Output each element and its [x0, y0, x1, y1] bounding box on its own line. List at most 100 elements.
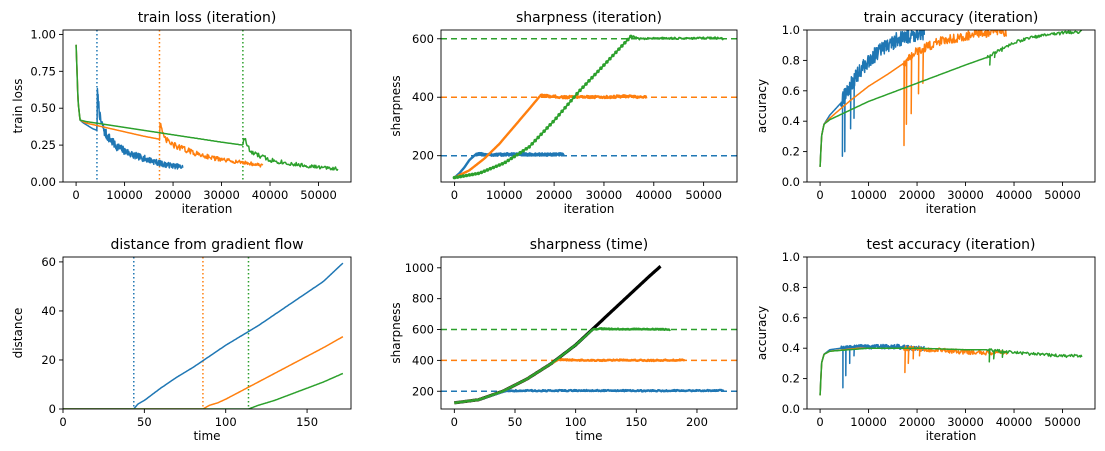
y-tick-label: 0: [49, 402, 56, 416]
series-point-green: [464, 173, 469, 178]
x-axis-label: time: [193, 429, 220, 443]
chart-sharpness_iter: 0 10000 20000 30000 40000 50000 200 400 600 sharp…: [389, 10, 738, 216]
series-point-green: [629, 34, 633, 39]
y-tick-label: 0.50: [30, 101, 56, 115]
series-point-green: [590, 75, 594, 80]
y-tick-label: 0.0: [782, 175, 800, 189]
axes-frame: [806, 29, 1096, 183]
axes-frame: [440, 256, 738, 410]
series-point-green: [503, 160, 508, 165]
y-tick-label: 600: [412, 32, 434, 46]
series-point-green: [617, 47, 621, 51]
series-point-green: [530, 141, 534, 146]
chart-title: sharpness (iteration): [516, 10, 662, 26]
series-point-green: [461, 174, 466, 178]
y-tick-label: 0.2: [782, 145, 800, 159]
series-line-blue: [453, 151, 565, 179]
series-line-green: [819, 30, 1082, 167]
series-point-green: [578, 88, 582, 93]
series-point-green: [491, 165, 496, 170]
y-tick-label: 1.0: [782, 250, 800, 264]
series-line-blue: [75, 44, 184, 170]
series-point-green: [587, 79, 591, 83]
x-tick-label: 50000: [685, 188, 722, 202]
series-point-green: [557, 112, 561, 117]
plot-area: [75, 30, 339, 182]
series-point-green: [473, 172, 478, 176]
series-point-green: [470, 172, 475, 177]
chart-title: sharpness (time): [530, 237, 648, 253]
chart-test_acc: 0 10000 20000 30000 40000 50000 0.0 0.2 0.4 0.6 0.…: [755, 237, 1096, 443]
x-tick-label: 150: [296, 415, 318, 429]
series-point-green: [605, 60, 609, 64]
x-tick-label: 100: [565, 415, 587, 429]
series-line-orange: [75, 44, 264, 168]
x-tick-label: 0: [451, 188, 458, 202]
y-axis-label: train loss: [11, 79, 25, 134]
x-tick-label: 30000: [203, 188, 240, 202]
series-point-green: [593, 72, 597, 77]
y-tick-label: 800: [412, 292, 434, 306]
x-tick-label: 20000: [536, 188, 573, 202]
y-tick-label: 0.00: [30, 175, 56, 189]
y-tick-label: 200: [412, 149, 434, 163]
x-tick-label: 200: [686, 415, 708, 429]
y-tick-label: 0.4: [782, 341, 800, 355]
series-line-blue: [63, 262, 344, 409]
x-tick-label: 0: [59, 415, 66, 429]
series-line-green: [453, 327, 671, 404]
plot-area: [819, 30, 1082, 167]
series-line-blue: [819, 30, 926, 167]
y-tick-label: 0.6: [782, 311, 800, 325]
y-axis-label: accuracy: [755, 79, 769, 133]
y-axis-label: distance: [11, 308, 25, 359]
plot-area: [63, 257, 344, 409]
x-tick-label: 20000: [155, 188, 192, 202]
series-point-green: [620, 44, 624, 48]
x-tick-label: 100: [215, 415, 237, 429]
series-line-green: [63, 372, 344, 409]
series-line-green: [819, 347, 1083, 396]
series-point-green: [551, 119, 555, 124]
plot-area: [441, 34, 737, 180]
series-point-green: [584, 82, 588, 86]
x-tick-label: 150: [625, 415, 647, 429]
chart-title: train loss (iteration): [138, 10, 277, 26]
x-tick-label: 40000: [635, 188, 672, 202]
x-tick-label: 40000: [996, 188, 1033, 202]
y-tick-label: 600: [412, 323, 434, 337]
y-tick-label: 1000: [405, 261, 434, 275]
y-tick-label: 20: [41, 353, 56, 367]
y-tick-label: 0.8: [782, 280, 800, 294]
y-tick-label: 0.25: [30, 138, 56, 152]
y-tick-label: 40: [41, 304, 56, 318]
y-tick-label: 0.0: [782, 402, 800, 416]
series-point-green: [479, 170, 484, 175]
series-point-green: [500, 162, 505, 166]
y-tick-label: 200: [412, 384, 434, 398]
series-point-green: [521, 148, 526, 153]
series-point-green: [524, 147, 529, 151]
series-line-orange: [453, 93, 648, 179]
x-tick-label: 0: [72, 188, 79, 202]
series-point-green: [542, 129, 546, 133]
series-point-green: [476, 171, 481, 176]
series-point-green: [497, 163, 502, 167]
x-tick-label: 50000: [1044, 415, 1081, 429]
series-point-green: [482, 169, 487, 173]
y-tick-label: 0.8: [782, 53, 800, 67]
y-axis-label: sharpness: [389, 302, 403, 363]
series-point-green: [563, 105, 567, 110]
x-tick-label: 0: [816, 188, 823, 202]
x-axis-label: time: [575, 429, 602, 443]
x-tick-label: 30000: [947, 415, 984, 429]
plot-area: [441, 264, 737, 405]
y-axis-label: sharpness: [389, 75, 403, 136]
series-point-green: [518, 150, 523, 155]
y-axis-label: accuracy: [755, 306, 769, 360]
series-point-green: [569, 98, 573, 103]
x-axis-label: iteration: [926, 202, 977, 216]
series-line-orange: [63, 336, 344, 409]
series-point-green: [509, 156, 514, 161]
